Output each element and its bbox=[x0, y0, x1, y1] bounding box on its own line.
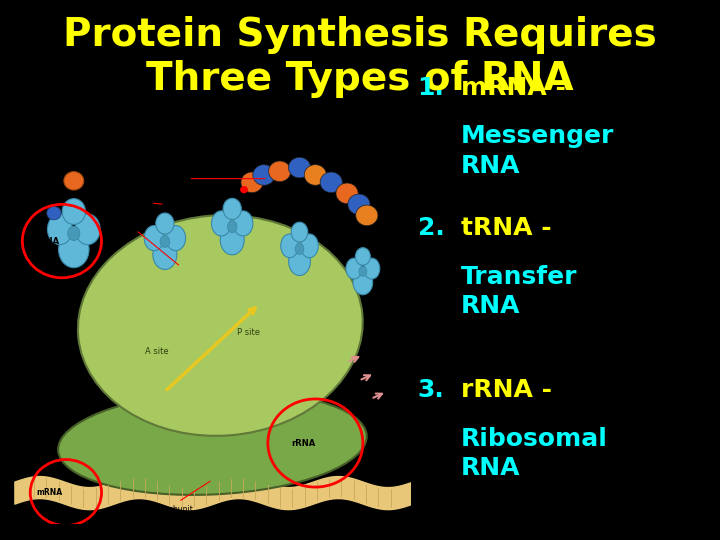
Text: A site: A site bbox=[145, 347, 168, 356]
Ellipse shape bbox=[58, 231, 89, 268]
Text: Transfer
RNA: Transfer RNA bbox=[461, 265, 577, 318]
Ellipse shape bbox=[212, 211, 231, 236]
Ellipse shape bbox=[68, 226, 80, 241]
Ellipse shape bbox=[364, 258, 380, 279]
Circle shape bbox=[305, 165, 326, 185]
Text: tRNA: tRNA bbox=[36, 237, 60, 246]
Text: Protein Synthesis Requires
Three Types of RNA: Protein Synthesis Requires Three Types o… bbox=[63, 16, 657, 98]
Circle shape bbox=[289, 157, 310, 178]
Circle shape bbox=[47, 206, 61, 220]
Circle shape bbox=[348, 194, 370, 214]
Circle shape bbox=[64, 172, 84, 190]
Text: large subunit: large subunit bbox=[102, 218, 179, 265]
Circle shape bbox=[336, 183, 358, 204]
Text: mRNA -: mRNA - bbox=[461, 76, 566, 99]
Circle shape bbox=[356, 205, 378, 226]
Ellipse shape bbox=[58, 391, 366, 495]
Ellipse shape bbox=[353, 270, 373, 295]
Ellipse shape bbox=[346, 258, 362, 279]
Text: amino acids: amino acids bbox=[102, 196, 162, 205]
Text: 2.: 2. bbox=[418, 216, 444, 240]
Ellipse shape bbox=[48, 214, 73, 245]
Text: mRNA: mRNA bbox=[36, 488, 63, 497]
Ellipse shape bbox=[78, 215, 363, 436]
Circle shape bbox=[241, 172, 263, 193]
Ellipse shape bbox=[300, 234, 318, 258]
Ellipse shape bbox=[359, 266, 366, 276]
Ellipse shape bbox=[356, 248, 370, 265]
Ellipse shape bbox=[228, 221, 237, 233]
Ellipse shape bbox=[75, 214, 100, 245]
Ellipse shape bbox=[62, 199, 86, 225]
Text: 3.: 3. bbox=[418, 378, 444, 402]
Text: 1.: 1. bbox=[418, 76, 444, 99]
Text: rRNA -: rRNA - bbox=[461, 378, 552, 402]
Ellipse shape bbox=[233, 211, 253, 236]
Text: P site: P site bbox=[237, 328, 259, 338]
Text: rRNA: rRNA bbox=[292, 438, 316, 448]
Text: tRNA -: tRNA - bbox=[461, 216, 552, 240]
Circle shape bbox=[320, 172, 342, 193]
Ellipse shape bbox=[166, 226, 186, 251]
Ellipse shape bbox=[223, 198, 241, 219]
Ellipse shape bbox=[160, 235, 170, 247]
Ellipse shape bbox=[220, 225, 244, 255]
Ellipse shape bbox=[156, 213, 174, 234]
Text: Ribosomal
RNA: Ribosomal RNA bbox=[461, 427, 608, 480]
Text: small subunit: small subunit bbox=[141, 481, 210, 514]
Ellipse shape bbox=[281, 234, 299, 258]
Ellipse shape bbox=[295, 244, 304, 254]
Circle shape bbox=[253, 165, 275, 185]
Text: Messenger
RNA: Messenger RNA bbox=[461, 124, 614, 178]
Ellipse shape bbox=[291, 222, 308, 242]
Ellipse shape bbox=[153, 240, 177, 269]
Circle shape bbox=[269, 161, 291, 181]
Ellipse shape bbox=[289, 247, 310, 275]
Text: newly born protein: newly born protein bbox=[114, 174, 265, 183]
Circle shape bbox=[240, 186, 248, 193]
Ellipse shape bbox=[144, 226, 163, 251]
